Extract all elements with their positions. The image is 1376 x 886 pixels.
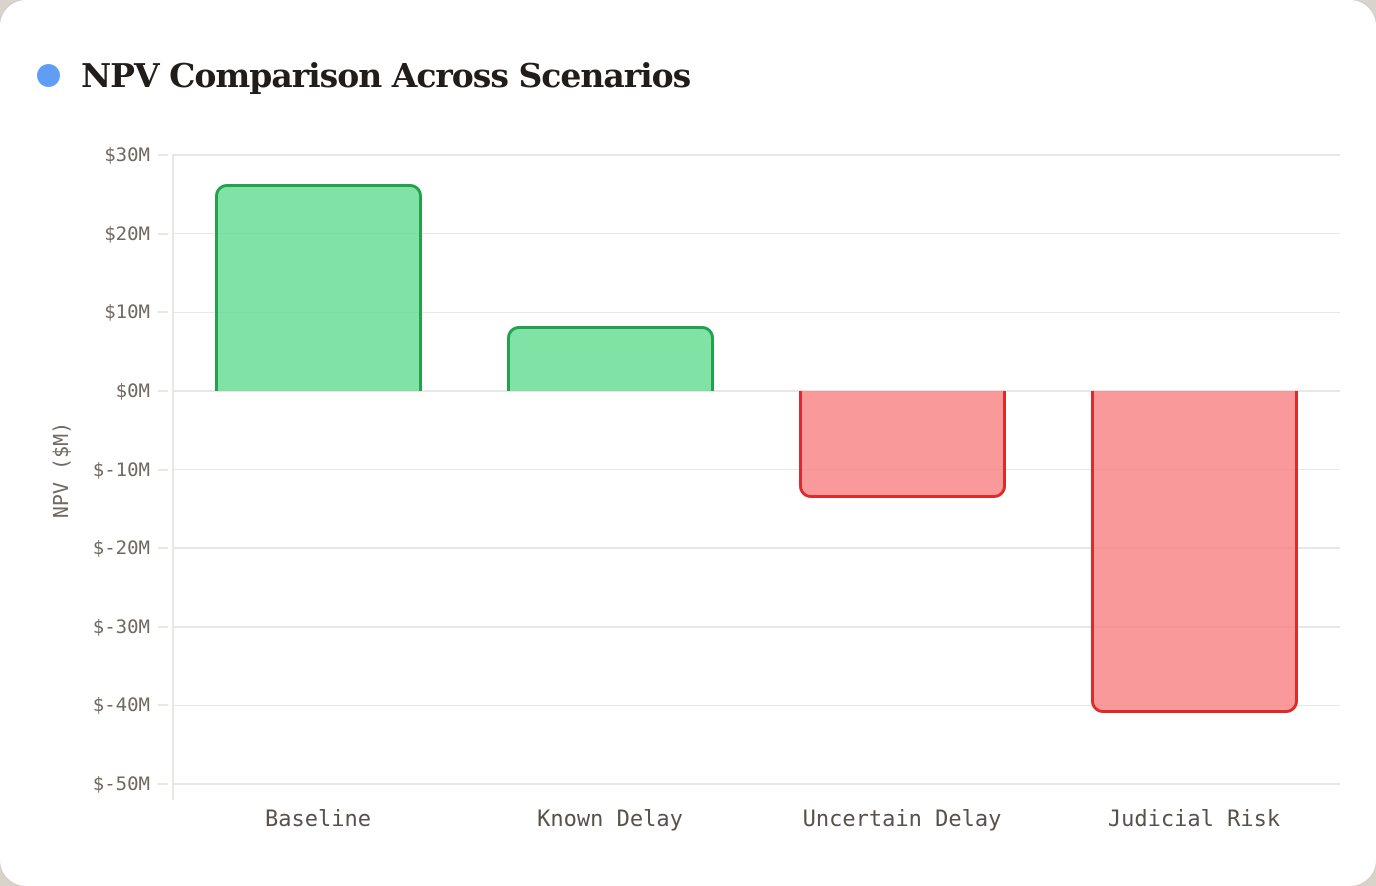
bar-known-delay [506, 326, 714, 391]
y-axis-line [172, 155, 174, 800]
y-tick-mark [158, 468, 168, 471]
x-axis-label-baseline: Baseline [265, 807, 371, 832]
y-tick-mark [158, 704, 168, 707]
y-tick-label: $-50M [92, 773, 150, 795]
y-tick-label: $10M [104, 301, 150, 324]
x-axis-label-uncertain-delay: Uncertain Delay [802, 807, 1002, 832]
chart-header: NPV Comparison Across Scenarios [37, 56, 691, 95]
gridline [172, 783, 1340, 785]
x-axis-label-known-delay: Known Delay [537, 807, 683, 832]
y-tick-mark [158, 311, 168, 314]
y-tick-label: $-10M [92, 458, 150, 481]
y-tick-label: $20M [104, 222, 150, 245]
y-tick-mark [158, 232, 168, 235]
gridline [172, 626, 1340, 628]
gridline [172, 390, 1340, 392]
gridline [172, 468, 1340, 471]
gridline [172, 547, 1340, 549]
title-bullet-icon [37, 64, 60, 87]
y-tick-mark [158, 154, 168, 156]
y-tick-label: $-20M [92, 537, 150, 560]
gridline [172, 704, 1340, 707]
gridline [172, 154, 1340, 156]
bar-judicial-risk [1090, 390, 1298, 714]
y-tick-label: $30M [104, 144, 150, 166]
x-axis-label-judicial-risk: Judicial Risk [1107, 807, 1281, 832]
gridline [172, 311, 1340, 313]
gridline [172, 232, 1340, 235]
y-tick-mark [158, 547, 168, 550]
y-tick-label: $-30M [92, 615, 150, 638]
y-tick-mark [158, 625, 168, 628]
y-tick-mark [158, 783, 168, 785]
plot-area: $30M $20M $10M $0M $-10M $-20M $-30M $-40M $-50M… [93, 144, 1340, 832]
bar-uncertain-delay [798, 390, 1006, 498]
y-tick-mark [158, 389, 168, 392]
bar-baseline [214, 184, 422, 391]
y-tick-label: $0M [115, 379, 150, 402]
chart-title: NPV Comparison Across Scenarios [81, 56, 691, 95]
y-tick-label: $-40M [92, 694, 150, 717]
